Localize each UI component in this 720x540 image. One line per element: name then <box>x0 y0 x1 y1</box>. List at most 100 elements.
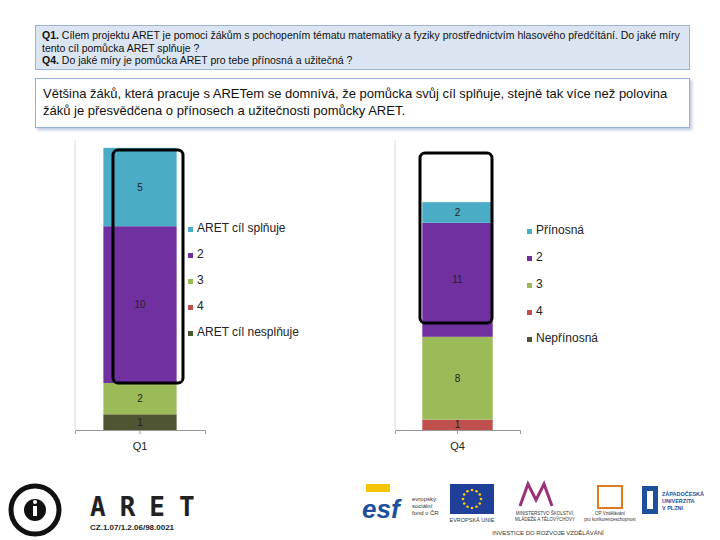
data-label: 11 <box>452 274 463 285</box>
esf-logo: esf <box>362 494 402 524</box>
x-axis: Q4 <box>396 430 521 452</box>
legend-item: ARET cíl nesplňuje <box>188 325 299 339</box>
legend: ARET cíl splňuje 2 3 4 ARET cíl nesplňuje <box>188 221 299 339</box>
esf-caption: sociální <box>412 503 433 509</box>
x-tick-mark <box>140 430 141 434</box>
eu-star <box>463 502 466 505</box>
x-axis-line <box>396 431 521 435</box>
summary-box: Většina žáků, která pracuje s ARETem se … <box>35 78 690 128</box>
eu-star <box>478 502 481 505</box>
data-labels: 1 2 10 5 <box>134 182 146 428</box>
highlight-frame <box>420 153 492 323</box>
x-tick-label: Q1 <box>133 440 148 452</box>
chart: 1 2 10 5 Q1 ARET cíl splňuje 2 3 4 ARET cíl nespl… <box>75 140 299 452</box>
data-label: 5 <box>137 182 143 193</box>
legend-label: 2 <box>197 247 204 261</box>
zcu-caption: UNIVERZITA <box>662 498 695 504</box>
msmt-mark <box>520 484 552 506</box>
legend-swatch <box>188 331 193 336</box>
data-label: 8 <box>455 373 461 384</box>
opvk-caption: OP Vzdělávání <box>595 511 626 516</box>
legend-label: 2 <box>536 250 543 264</box>
zcu-caption: V PLZNI <box>662 505 684 511</box>
bars <box>422 202 492 430</box>
eu-star <box>478 493 481 496</box>
msmt-caption: MLÁDEŽE A TĚLOVÝCHOVY <box>515 515 575 522</box>
opvk-caption: pro konkurenceschopnost <box>584 517 636 522</box>
bar-segment <box>422 420 492 430</box>
legend-swatch <box>527 337 532 342</box>
zcu-mark-inner <box>647 491 653 509</box>
legend-swatch <box>188 227 193 232</box>
logo-text: ARET <box>90 492 209 522</box>
eu-star <box>462 498 465 501</box>
y-axis-line <box>75 140 76 430</box>
legend-label: 4 <box>536 304 543 318</box>
legend-item: 3 <box>527 277 543 291</box>
x-axis: Q1 <box>76 430 206 452</box>
data-label: 2 <box>455 207 461 218</box>
logo-core <box>24 499 46 521</box>
x-axis-line <box>76 431 206 435</box>
question: Q1. Cílem projektu ARET je pomoci žákům … <box>42 29 683 54</box>
eu-star <box>463 493 466 496</box>
data-label: 2 <box>137 393 143 404</box>
legend-label: ARET cíl splňuje <box>197 221 286 235</box>
legend-label: Nepřínosná <box>536 331 598 345</box>
legend-swatch <box>188 253 193 258</box>
legend-item: 3 <box>188 273 204 287</box>
legend-swatch <box>527 283 532 288</box>
legend-swatch <box>527 310 532 315</box>
x-tick: Q4 <box>450 430 465 452</box>
data-label: 1 <box>137 417 143 428</box>
tagline: INVESTICE DO ROZVOJE VZDĚLÁVÁNÍ <box>492 529 604 536</box>
legend: Přínosná 2 3 4 Nepřínosná <box>527 223 598 345</box>
zcu-mark <box>642 486 658 514</box>
msmt-caption: MINISTERSTVO ŠKOLSTVÍ, <box>516 510 574 516</box>
zcu-caption: ZÁPADOČESKÁ <box>662 491 704 497</box>
bar-segment <box>422 202 492 223</box>
legend-swatch <box>188 279 193 284</box>
logo-ring <box>11 486 59 534</box>
question-text: Do jaké míry je pomůcka ARET pro tebe př… <box>62 54 352 66</box>
question-text: Cílem projektu ARET je pomoci žákům s po… <box>42 29 680 54</box>
legend-swatch <box>527 229 532 234</box>
bar-segment <box>103 414 176 430</box>
legend-label: Přínosná <box>536 223 584 237</box>
eu-star <box>480 498 483 501</box>
question-label: Q4. <box>42 54 59 66</box>
eu-caption: EVROPSKÁ UNIE <box>450 517 495 523</box>
x-tick-label: Q4 <box>450 440 465 452</box>
eu-star <box>475 505 478 508</box>
legend-label: 3 <box>536 277 543 291</box>
x-tick-mark <box>457 430 458 434</box>
footer: ARETCZ.1.07/1.2.06/98.0021esfevropskýsoc… <box>11 484 704 536</box>
data-label: 10 <box>134 299 146 310</box>
question: Q4. Do jaké míry je pomůcka ARET pro teb… <box>42 54 683 67</box>
legend-swatch <box>188 305 193 310</box>
x-tick: Q1 <box>133 430 148 452</box>
chart: 1 8 11 2 Q4 Přínosná 2 3 4 Nepřínosná <box>395 140 598 452</box>
eu-star <box>471 507 474 510</box>
bar-segment <box>103 383 176 414</box>
legend-label: 4 <box>197 299 204 313</box>
data-labels: 1 8 11 2 <box>452 207 463 430</box>
eu-flag <box>450 484 494 514</box>
legend-label: 3 <box>197 273 204 287</box>
legend-item: Přínosná <box>527 223 584 237</box>
esf-stars <box>366 484 390 492</box>
legend-item: 4 <box>188 299 204 313</box>
data-label: 1 <box>455 419 461 430</box>
eu-star <box>466 490 469 493</box>
legend-item: Nepřínosná <box>527 331 598 345</box>
legend-item: ARET cíl splňuje <box>188 221 286 235</box>
summary-text: Většina žáků, která pracuje s ARETem se … <box>43 86 667 118</box>
legend-item: 2 <box>527 250 543 264</box>
question-label: Q1. <box>42 29 59 41</box>
eu-star <box>475 490 478 493</box>
project-code: CZ.1.07/1.2.06/98.0021 <box>90 523 175 532</box>
legend-item: 4 <box>527 304 543 318</box>
eu-star <box>471 489 474 492</box>
opvk-mark <box>598 486 622 508</box>
header-box: Q1. Cílem projektu ARET je pomoci žákům … <box>35 25 690 70</box>
